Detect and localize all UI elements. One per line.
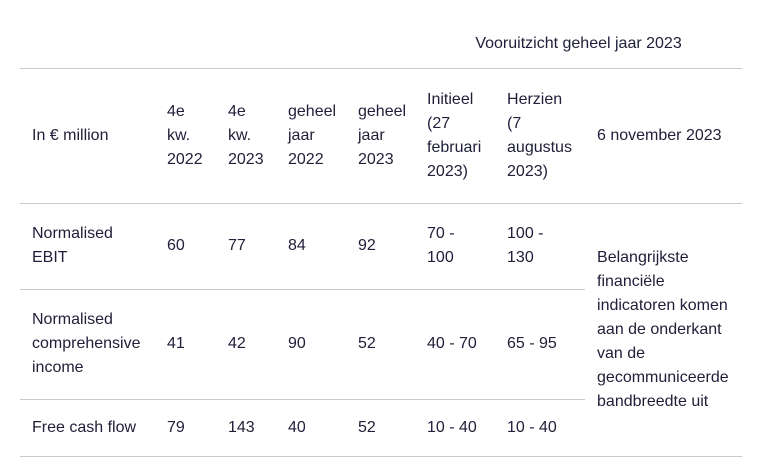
comment-cell: Belangrijkste financiële indicatoren kom… (585, 203, 743, 457)
row-label: Normalised comprehensive income (20, 289, 155, 400)
header-4e-kw-2022: 4e kw. 2022 (155, 68, 216, 204)
value-cell: 79 (155, 399, 216, 457)
outlook-span-row: Vooruitzicht geheel jaar 2023 (20, 0, 743, 69)
value-cell: 100 - 130 (495, 203, 586, 290)
header-geheel-jaar-2022: geheel jaar 2022 (276, 68, 346, 204)
value-cell: 92 (346, 203, 416, 290)
value-cell: 40 (276, 399, 346, 457)
value-cell: 40 - 70 (415, 289, 496, 400)
header-initieel: Initieel (27 februari 2023) (415, 68, 496, 204)
table-row-free-cash-flow: Free cash flow 79 143 40 52 10 - 40 10 -… (20, 399, 742, 457)
value-cell: 52 (346, 289, 416, 400)
header-in-eur-million: In € million (20, 68, 155, 204)
page-content: Vooruitzicht geheel jaar 2023 In € milli… (20, 0, 743, 457)
value-cell: 65 - 95 (495, 289, 586, 400)
value-cell: 42 (216, 289, 276, 400)
column-header-row: In € million 4e kw. 2022 4e kw. 2023 geh… (20, 68, 743, 204)
value-cell: 10 - 40 (495, 399, 586, 457)
table-row-normalised-ebit: Normalised EBIT 60 77 84 92 70 - 100 100… (20, 203, 743, 457)
value-cell: 84 (276, 203, 346, 290)
header-herzien: Herzien (7 augustus 2023) (495, 68, 586, 204)
header-6-november-2023: 6 november 2023 (585, 68, 743, 204)
value-cell: 90 (276, 289, 346, 400)
financial-outlook-table: Vooruitzicht geheel jaar 2023 In € milli… (20, 0, 743, 457)
spacer-cell (20, 0, 416, 69)
value-cell: 77 (216, 203, 276, 290)
value-cell: 10 - 40 (415, 399, 496, 457)
value-cell: 41 (155, 289, 216, 400)
value-cell: 143 (216, 399, 276, 457)
row-label: Normalised EBIT (20, 203, 155, 290)
table-row-normalised-comprehensive-income: Normalised comprehensive income 41 42 90… (20, 289, 742, 400)
header-geheel-jaar-2023: geheel jaar 2023 (346, 68, 416, 204)
row-label: Free cash flow (20, 399, 155, 457)
value-cell: 52 (346, 399, 416, 457)
header-4e-kw-2023: 4e kw. 2023 (216, 68, 276, 204)
value-cell: 70 - 100 (415, 203, 496, 290)
value-cell: 60 (155, 203, 216, 290)
outlook-span-header: Vooruitzicht geheel jaar 2023 (415, 0, 743, 69)
